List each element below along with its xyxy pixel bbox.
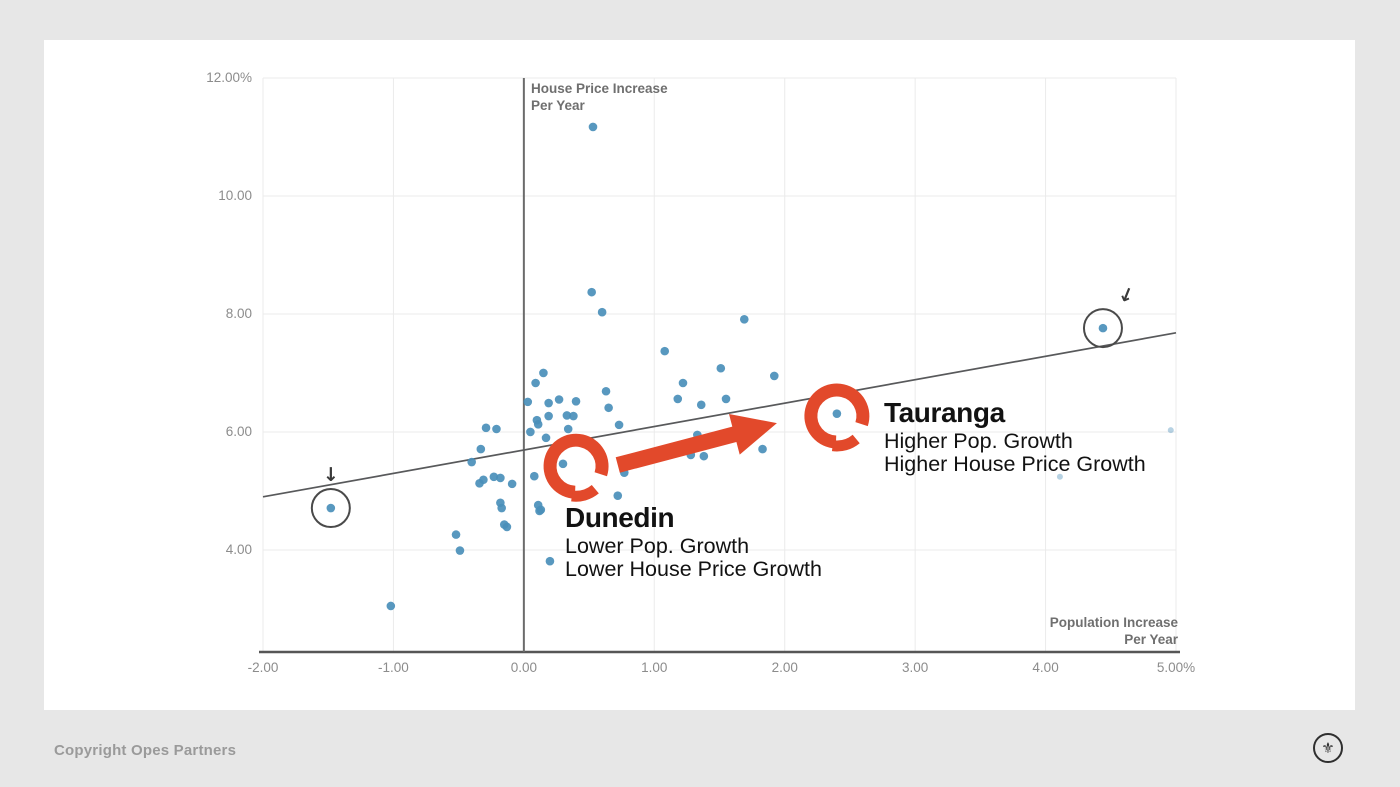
scatter-point xyxy=(758,444,767,454)
x-tick-label: 1.00 xyxy=(641,660,667,675)
scatter-point xyxy=(544,411,553,421)
down-arrow-icon: ↓ xyxy=(323,464,339,486)
scatter-point xyxy=(455,546,465,555)
trend-line xyxy=(262,332,1177,498)
scatter-point xyxy=(544,398,553,408)
scatter-point xyxy=(678,378,688,388)
scatter-point xyxy=(588,122,598,132)
scatter-point xyxy=(614,420,624,430)
y-axis-title-line1: House Price Increase xyxy=(531,81,668,96)
scatter-point xyxy=(492,424,501,434)
scatter-point xyxy=(531,378,540,388)
x-tick-label: 2.00 xyxy=(772,660,798,675)
dunedin-annotation: Dunedin Lower Pop. Growth Lower House Pr… xyxy=(565,504,822,580)
scatter-point xyxy=(545,556,555,566)
scatter-point xyxy=(475,478,484,488)
scatter-point xyxy=(535,506,544,516)
dunedin-line1: Lower Pop. Growth xyxy=(565,534,750,558)
scatter-point xyxy=(496,473,505,483)
copyright-text: Copyright Opes Partners xyxy=(54,742,237,759)
x-axis-title-line2: Per Year xyxy=(1124,632,1178,647)
x-tick-label: 0.00 xyxy=(511,660,537,675)
highlight-circle xyxy=(1082,308,1123,349)
y-tick-label: 4.00 xyxy=(226,542,252,557)
x-axis-title-line1: Population Increase xyxy=(1049,615,1178,630)
scatter-point xyxy=(502,522,512,532)
x-tick-label: -2.00 xyxy=(248,660,279,675)
tauranga-ring-marker xyxy=(804,383,870,449)
scatter-point xyxy=(597,307,607,317)
scatter-point xyxy=(489,472,499,482)
scatter-point xyxy=(326,503,336,513)
scatter-point xyxy=(563,424,573,434)
highlight-circle xyxy=(310,488,351,529)
scatter-point xyxy=(562,411,572,420)
dunedin-ring-marker-tail xyxy=(571,484,599,502)
scatter-point xyxy=(476,444,486,454)
scatter-point xyxy=(481,423,491,433)
y-tick-label: 8.00 xyxy=(226,306,252,321)
scatter-point xyxy=(507,479,517,489)
scatter-point xyxy=(523,397,533,407)
scatter-point xyxy=(529,471,539,481)
tauranga-annotation: Tauranga Higher Pop. Growth Higher House… xyxy=(884,399,1146,475)
dunedin-title: Dunedin xyxy=(565,502,675,533)
x-tick-label: 5.00% xyxy=(1157,660,1195,675)
scatter-point xyxy=(539,368,548,378)
y-axis-title-line2: Per Year xyxy=(531,98,585,113)
scatter-point xyxy=(613,491,623,500)
x-tick-label: 3.00 xyxy=(902,660,928,675)
y-tick-label: 6.00 xyxy=(226,424,252,439)
tauranga-line1: Higher Pop. Growth xyxy=(884,429,1073,453)
fleur-de-lis-icon: ⚜ xyxy=(1321,739,1335,757)
scatter-point xyxy=(571,396,581,406)
scatter-point xyxy=(604,403,613,413)
scatter-point xyxy=(541,433,551,443)
scatter-point xyxy=(721,394,731,404)
scatter-point-faint xyxy=(1167,427,1174,434)
scatter-point xyxy=(699,451,709,461)
x-tick-label: 4.00 xyxy=(1032,660,1058,675)
scatter-point xyxy=(558,459,568,469)
opes-partners-logo: ⚜ xyxy=(1313,733,1343,763)
scatter-point xyxy=(497,503,506,513)
tauranga-line2: Higher House Price Growth xyxy=(884,451,1146,476)
scatter-point xyxy=(660,346,670,356)
scatter-point xyxy=(386,601,396,611)
scatter-point xyxy=(673,394,683,404)
y-tick-label: 10.00 xyxy=(218,188,252,203)
scatter-point xyxy=(526,427,535,437)
scatter-point xyxy=(533,419,543,429)
y-tick-label: 12.00% xyxy=(206,70,252,85)
dunedin-line2: Lower House Price Growth xyxy=(565,556,822,581)
scatter-point xyxy=(601,386,611,396)
tauranga-ring-marker-tail xyxy=(831,434,860,452)
down-arrow-icon: ↓ xyxy=(1115,282,1138,308)
scatter-point xyxy=(467,457,476,467)
scatter-point xyxy=(569,411,578,421)
transition-arrow xyxy=(615,414,777,473)
scatter-point-faint xyxy=(1056,473,1063,480)
scatter-point xyxy=(832,409,842,418)
scatter-point xyxy=(554,395,564,404)
scatter-point xyxy=(587,287,596,297)
scatter-point xyxy=(739,314,749,324)
scatter-point xyxy=(769,371,779,381)
dunedin-ring-marker xyxy=(543,433,609,499)
x-axis-title: Population Increase Per Year xyxy=(1050,614,1178,648)
x-tick-label: -1.00 xyxy=(378,660,409,675)
scatter-point xyxy=(451,530,461,539)
scatter-point xyxy=(696,400,706,410)
scatter-point xyxy=(1098,323,1108,333)
tauranga-title: Tauranga xyxy=(884,397,1005,428)
scatter-point xyxy=(716,363,726,373)
y-axis-title: House Price Increase Per Year xyxy=(531,80,668,114)
